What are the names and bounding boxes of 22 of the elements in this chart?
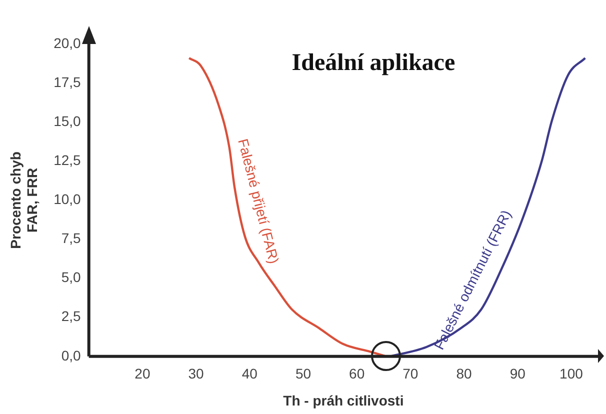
- x-tick-label: 100: [560, 366, 584, 382]
- x-tick-label: 40: [242, 366, 258, 382]
- y-tick-label: 7,5: [61, 230, 82, 246]
- x-tick-label: 20: [134, 366, 150, 382]
- y-tick-label: 0,0: [61, 347, 82, 364]
- y-tick-label: 5,0: [61, 269, 82, 286]
- x-tick-label: 90: [510, 366, 526, 382]
- y-tick-label: 17,5: [54, 74, 82, 90]
- y-tick-label: 12,5: [54, 152, 82, 168]
- x-tick-label: 50: [295, 366, 312, 382]
- y-tick-label: 10,0: [54, 191, 82, 208]
- x-tick-label: 80: [456, 366, 472, 382]
- x-tick-label: 30: [188, 366, 204, 382]
- x-tick-label: 60: [349, 366, 365, 382]
- text: Falešné přijetí (FAR): [235, 137, 282, 266]
- y-tick-label: 20,0: [54, 34, 82, 51]
- y-axis-title: Procento chyb FAR, FRR: [7, 152, 40, 249]
- x-tick-label: 70: [402, 366, 418, 382]
- y-tick-label: 2,5: [61, 308, 82, 324]
- x-axis-title: Th - práh citlivosti: [283, 392, 404, 408]
- chart-title: Ideální aplikace: [292, 50, 456, 76]
- y-tick-label: 15,0: [54, 112, 82, 129]
